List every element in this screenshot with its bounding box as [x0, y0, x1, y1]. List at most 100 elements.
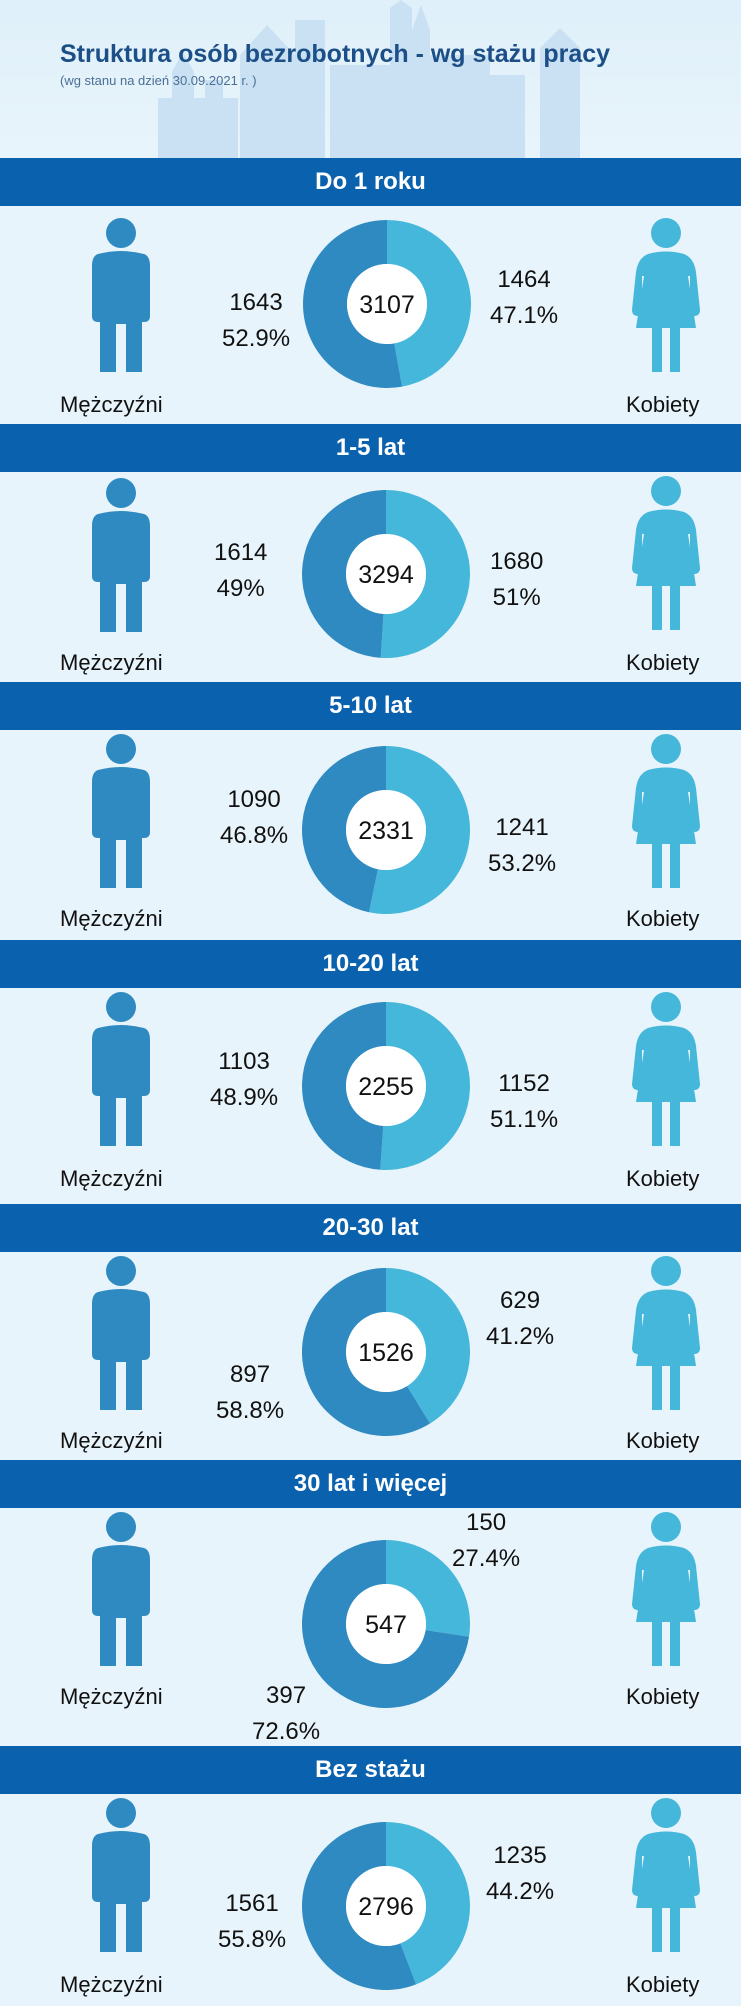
- men-values: 1103 48.9%: [210, 1044, 278, 1116]
- donut-chart: 547: [302, 1540, 470, 1708]
- women-label: Kobiety: [626, 1166, 700, 1191]
- men-count: 897: [230, 1361, 271, 1388]
- donut-center: [346, 1046, 426, 1126]
- men-percent: 46.8%: [220, 822, 289, 849]
- women-values: 1464 47.1%: [490, 262, 558, 334]
- man-icon: [88, 990, 154, 1155]
- women-values: 629 41.2%: [486, 1283, 554, 1355]
- men-percent: 52.9%: [222, 325, 291, 352]
- header: Struktura osób bezrobotnych - wg stażu p…: [0, 0, 741, 158]
- section-0: Do 1 roku Mężczyźni Kobiety 3107 1643 52.9% 1…: [0, 158, 741, 424]
- woman-icon: [630, 1796, 702, 1961]
- total-label: 2255: [358, 1073, 414, 1101]
- men-slice: [301, 1002, 386, 1170]
- men-values: 1614 49%: [214, 535, 267, 607]
- men-label: Mężczyźni: [60, 1166, 163, 1191]
- women-percent: 27.4%: [452, 1545, 521, 1572]
- women-slice: [380, 1002, 470, 1170]
- woman-icon: [630, 732, 702, 897]
- donut-chart: 2331: [301, 746, 470, 914]
- women-values: 1241 53.2%: [488, 810, 556, 882]
- women-slice: [386, 1540, 470, 1637]
- section-1: 1-5 lat Mężczyźni Kobiety 3294 1614 49% 1680 5…: [0, 424, 741, 682]
- women-count: 1464: [497, 266, 551, 293]
- women-count: 1152: [498, 1070, 550, 1097]
- women-label: Kobiety: [626, 1428, 700, 1453]
- men-label: Mężczyźni: [60, 1972, 163, 1997]
- category-title: 30 lat i więcej: [0, 1460, 741, 1508]
- total-label: 2796: [358, 1893, 414, 1921]
- men-count: 1090: [227, 786, 281, 813]
- women-percent: 51%: [492, 584, 541, 611]
- donut-center: [346, 790, 426, 870]
- total-label: 1526: [358, 1339, 414, 1367]
- women-label: Kobiety: [626, 1972, 700, 1997]
- men-count: 1561: [225, 1890, 279, 1917]
- section-5: 30 lat i więcej Mężczyźni Kobiety 547 397 72…: [0, 1460, 741, 1746]
- woman-icon: [630, 990, 702, 1155]
- women-label: Kobiety: [626, 906, 700, 931]
- men-slice: [302, 1268, 431, 1436]
- women-values: 1680 51%: [490, 544, 543, 616]
- category-title: Bez stażu: [0, 1746, 741, 1794]
- page-subtitle: (wg stanu na dzień 30.09.2021 r. ): [60, 73, 257, 88]
- woman-icon: [630, 216, 702, 381]
- men-slice: [302, 1540, 470, 1708]
- women-label: Kobiety: [626, 650, 700, 675]
- men-count: 1643: [229, 289, 283, 316]
- men-values: 897 58.8%: [216, 1357, 284, 1429]
- city-skyline-illustration: [158, 0, 580, 158]
- women-values: 150 27.4%: [452, 1505, 520, 1577]
- total-label: 3294: [358, 561, 414, 589]
- men-slice: [303, 220, 403, 388]
- man-icon: [88, 1510, 154, 1675]
- women-label: Kobiety: [626, 1684, 700, 1709]
- men-percent: 48.9%: [210, 1084, 279, 1111]
- total-label: 3107: [359, 291, 415, 319]
- women-percent: 47.1%: [490, 302, 559, 329]
- category-title: Do 1 roku: [0, 158, 741, 206]
- men-values: 397 72.6%: [252, 1678, 320, 1750]
- man-icon: [88, 476, 154, 641]
- donut-center: [346, 534, 426, 614]
- men-label: Mężczyźni: [60, 650, 163, 675]
- men-label: Mężczyźni: [60, 906, 163, 931]
- men-label: Mężczyźni: [60, 392, 163, 417]
- women-label: Kobiety: [626, 392, 700, 417]
- total-label: 2331: [358, 817, 414, 845]
- category-title: 1-5 lat: [0, 424, 741, 472]
- donut-chart: 2796: [302, 1822, 471, 1990]
- section-4: 20-30 lat Mężczyźni Kobiety 1526 897 58.8% 62…: [0, 1204, 741, 1460]
- donut-chart: 3294: [301, 490, 470, 658]
- men-count: 1103: [218, 1048, 270, 1075]
- men-percent: 72.6%: [252, 1718, 321, 1745]
- women-count: 1235: [493, 1842, 547, 1869]
- section-2: 5-10 lat Mężczyźni Kobiety 2331 1090 46.8% 12…: [0, 682, 741, 940]
- donut-center: [346, 1866, 426, 1946]
- men-slice: [301, 490, 386, 658]
- donut-center: [346, 1584, 426, 1664]
- men-percent: 55.8%: [218, 1926, 287, 1953]
- women-slice: [387, 220, 471, 387]
- total-label: 547: [365, 1611, 407, 1639]
- women-slice: [369, 746, 470, 914]
- men-values: 1090 46.8%: [220, 782, 288, 854]
- women-percent: 53.2%: [488, 850, 557, 877]
- men-values: 1643 52.9%: [222, 285, 290, 357]
- women-slice: [386, 1268, 470, 1424]
- men-count: 1614: [214, 539, 268, 566]
- woman-icon: [630, 474, 702, 639]
- women-values: 1152 51.1%: [490, 1066, 558, 1138]
- man-icon: [88, 732, 154, 897]
- woman-icon: [630, 1510, 702, 1675]
- men-slice: [301, 746, 386, 913]
- man-icon: [88, 1796, 154, 1961]
- category-title: 20-30 lat: [0, 1204, 741, 1252]
- men-label: Mężczyźni: [60, 1684, 163, 1709]
- men-percent: 49%: [216, 575, 265, 602]
- women-percent: 44.2%: [486, 1878, 555, 1905]
- men-slice: [302, 1822, 417, 1990]
- women-count: 1680: [490, 548, 544, 575]
- category-title: 10-20 lat: [0, 940, 741, 988]
- women-percent: 51.1%: [490, 1106, 559, 1133]
